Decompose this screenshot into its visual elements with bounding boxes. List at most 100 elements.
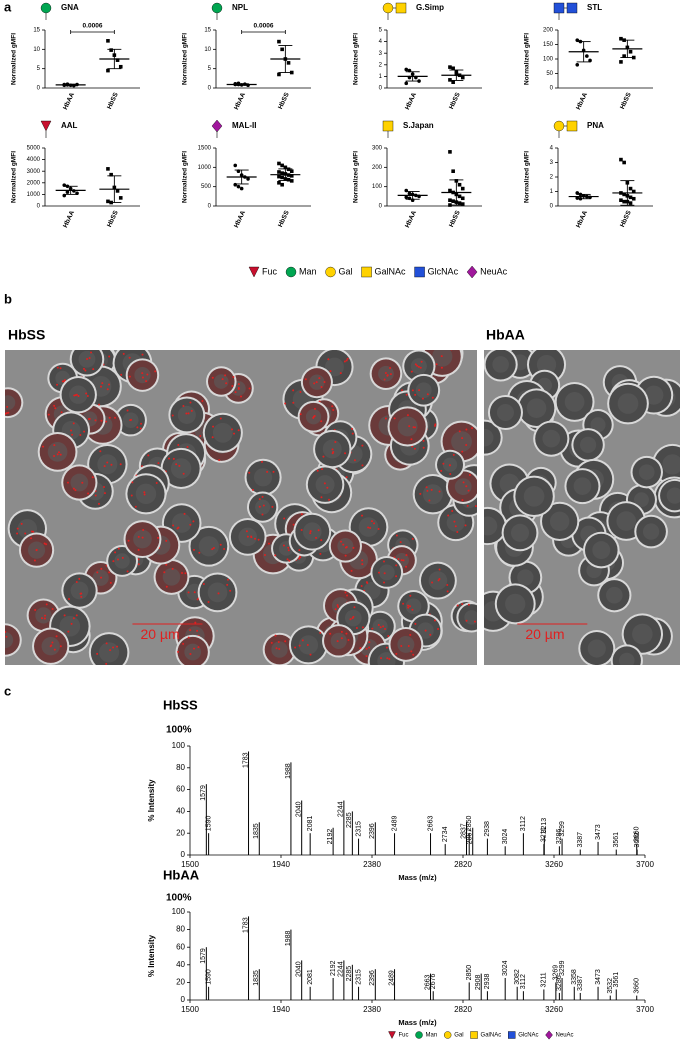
y-tick-label: 10 — [33, 47, 40, 53]
y-tick-label: 5 — [208, 66, 212, 72]
stain — [82, 367, 85, 370]
stain — [0, 403, 2, 405]
stain — [397, 558, 400, 561]
stain — [369, 526, 372, 529]
chart-title: S.Japan — [403, 121, 434, 130]
y-tick-label: 50 — [546, 71, 553, 77]
stain — [224, 374, 227, 377]
chart-title: GNA — [61, 3, 79, 12]
stain — [109, 581, 112, 584]
stain — [438, 568, 441, 571]
stain — [55, 635, 58, 638]
stain — [100, 419, 103, 422]
stain — [386, 657, 389, 660]
stain — [226, 578, 229, 581]
stain — [446, 583, 449, 586]
stain — [100, 385, 103, 388]
stain — [70, 622, 73, 625]
stain — [359, 647, 362, 650]
stain — [323, 380, 326, 383]
stain — [298, 644, 301, 647]
cell-center — [337, 538, 354, 555]
stain — [389, 373, 392, 376]
stain — [94, 494, 97, 497]
glycan-icon — [40, 2, 52, 14]
stain — [320, 539, 323, 542]
stain — [261, 513, 264, 516]
x-tick-label: HbAA — [404, 91, 418, 111]
stain — [440, 355, 443, 358]
stain — [370, 520, 373, 523]
stain — [79, 592, 82, 595]
y-axis-label: Normalized gMFI — [353, 33, 360, 85]
peak-label: 3561 — [613, 972, 620, 988]
stain — [196, 629, 199, 632]
y-tick-label: 0 — [379, 204, 383, 210]
stain — [331, 405, 334, 408]
peak-label: 3211 — [541, 972, 548, 987]
data-point — [280, 175, 284, 180]
stain — [0, 649, 1, 651]
y-tick-label: 1000 — [27, 192, 41, 198]
cell-center — [397, 416, 418, 437]
peak-label: 1835 — [253, 970, 260, 986]
stain — [454, 525, 457, 528]
cell-center — [207, 582, 228, 603]
peak-label: 3299 — [559, 960, 566, 976]
stain — [172, 457, 175, 460]
y-tick-label: 60 — [176, 785, 185, 794]
data-point — [115, 58, 120, 62]
stain — [448, 464, 451, 467]
peak-label: 2040 — [296, 961, 303, 977]
cell-center — [590, 417, 606, 433]
stain — [418, 389, 421, 392]
y-axis-label: Normalized gMFI — [524, 151, 531, 203]
peak-label: 1835 — [253, 823, 260, 839]
stain — [250, 536, 253, 539]
stain — [184, 572, 187, 575]
y-tick-label: 0 — [208, 86, 212, 92]
x-tick-label: 3260 — [545, 1005, 563, 1014]
data-point — [448, 150, 452, 154]
y-axis-label: Normalized gMFI — [11, 151, 18, 203]
stain — [165, 539, 168, 542]
stain — [212, 546, 215, 549]
stain — [229, 589, 232, 592]
stain — [207, 601, 210, 604]
peak-label: 1579 — [200, 948, 207, 964]
stain — [0, 630, 2, 632]
y-tick-label: 3000 — [27, 169, 41, 175]
peak-label: 2908 — [475, 974, 482, 990]
peak-label: 2244 — [338, 961, 345, 977]
stain — [434, 423, 437, 426]
y-tick-label: 0 — [550, 86, 554, 92]
stain — [465, 428, 468, 431]
peak-label: 2315 — [355, 821, 362, 837]
data-point — [628, 201, 633, 205]
data-point — [118, 64, 123, 69]
scale-bar-label: 20 µm — [525, 626, 564, 642]
stain — [411, 389, 414, 392]
data-point — [451, 169, 455, 173]
stain — [326, 486, 329, 489]
cell-center — [644, 385, 664, 405]
stain — [405, 393, 408, 396]
peak-label: 2081 — [307, 969, 314, 985]
stain — [248, 387, 251, 390]
stain — [368, 646, 371, 649]
data-point — [404, 81, 409, 86]
stain — [271, 505, 274, 508]
stain — [319, 631, 322, 634]
cell-center — [70, 581, 89, 600]
stain — [482, 495, 484, 497]
stain — [466, 504, 469, 507]
stain — [287, 546, 290, 549]
data-point — [448, 65, 452, 69]
x-tick-label: HbAA — [575, 209, 589, 229]
y-tick-label: 15 — [33, 28, 40, 34]
glycan-icon — [382, 120, 394, 132]
stain — [126, 409, 129, 412]
stain — [420, 360, 423, 363]
cell-center — [70, 473, 89, 492]
stain — [288, 559, 291, 562]
